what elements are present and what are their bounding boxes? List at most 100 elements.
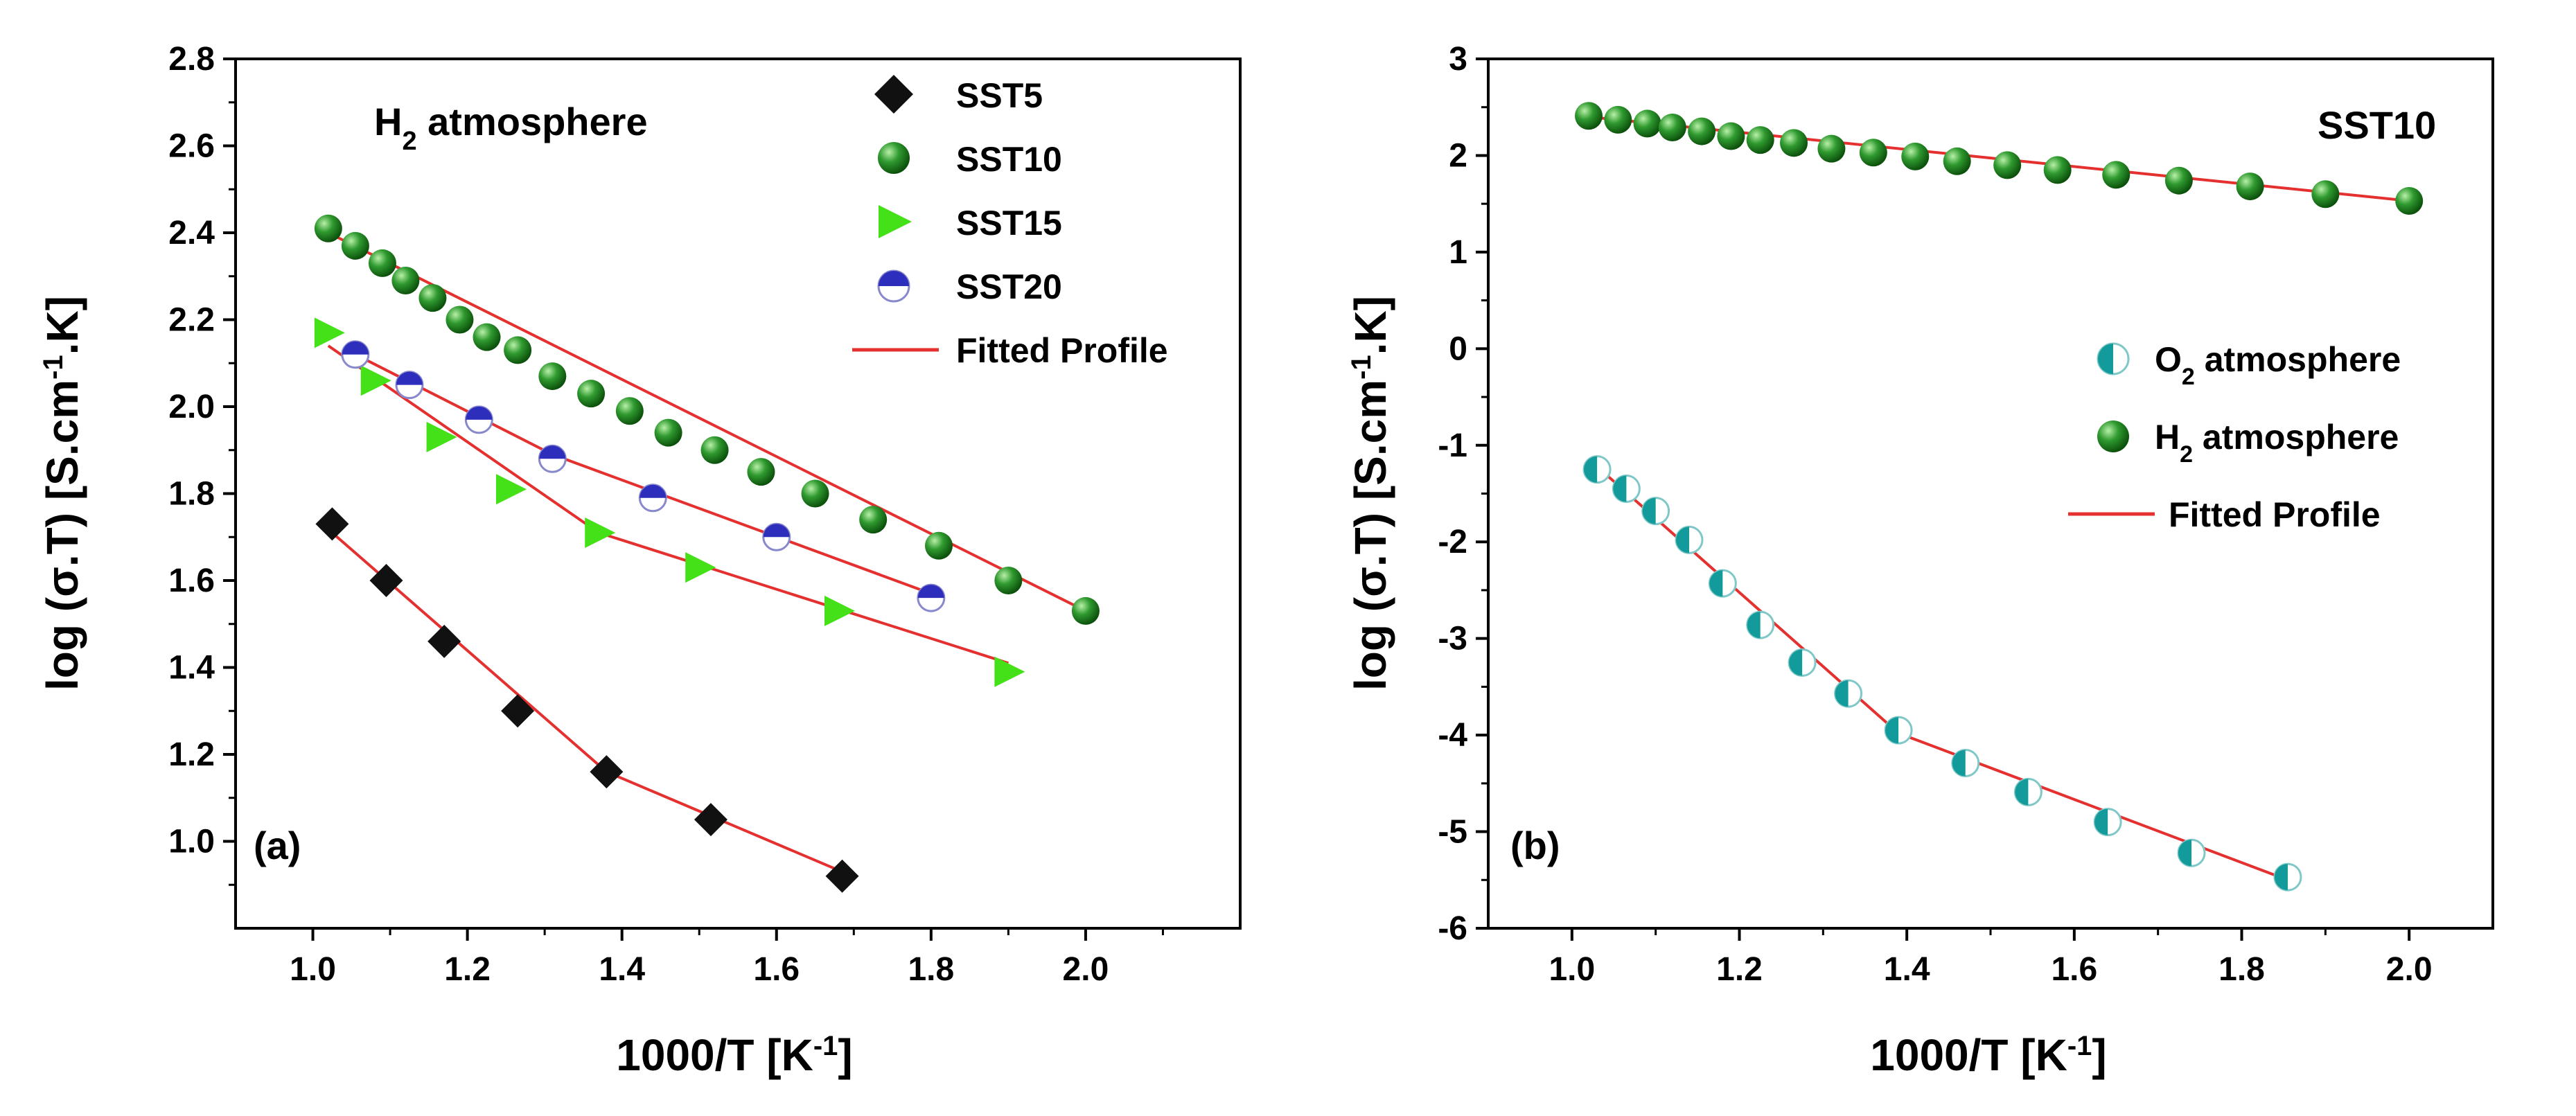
b-point-h2-atmosphere [1575,102,1603,130]
b-xtick-label: 2.0 [2386,951,2433,988]
legend-item-fit-a: Fitted Profile [852,331,1168,370]
a-point-sst20 [395,371,424,400]
a-point-sst10 [1071,596,1100,625]
a-point-sst15 [426,421,457,452]
b-point-o2-atmosphere [1582,455,1612,484]
legend-label-sst10: SST10 [956,140,1062,179]
b-point-o2-atmosphere [2093,808,2122,837]
a-point-sst10 [747,458,775,486]
axis-ticks-b: 1.0 1.2 1.4 1.6 1.8 2.0 -6 -5 -4 -3 -2 -1 0 1 2 3 [1438,41,2432,988]
b-ytick-label: -3 [1438,621,1467,657]
a-xtick-label: 1.2 [444,951,491,988]
a-point-sst10 [700,436,729,464]
a-xtick-label: 1.4 [599,951,645,988]
a-point-sst20 [917,583,946,612]
a-point-sst10 [418,284,447,312]
b-point-h2-atmosphere [2102,161,2131,189]
fit-lines-a [327,231,1086,874]
a-point-sst20 [762,522,791,551]
b-point-o2-atmosphere [2013,777,2043,806]
b-point-h2-atmosphere [2164,166,2193,195]
b-point-o2-atmosphere [1834,679,1863,708]
a-point-sst15 [824,595,855,626]
legend-marker-sst5 [874,75,913,114]
b-ytick-label: 1 [1449,234,1467,271]
legend-label-o2: O2 atmosphere [2155,340,2401,390]
a-point-sst10 [368,249,396,277]
data-markers-a [314,214,1100,893]
b-point-h2-atmosphere [1746,126,1774,154]
a-ytick-label: 2.6 [168,128,215,165]
b-point-o2-atmosphere [1746,610,1775,639]
a-point-sst10 [341,231,369,260]
a-point-sst5 [501,694,535,728]
legend-a: SST5 SST10 SST15 SST20 Fitted Profile [852,75,1168,370]
a-point-sst10 [654,418,682,447]
panel-a: 1.0 1.2 1.4 1.6 1.8 2.0 1.0 1.2 1.4 1.6 1.8 2.0 2.2 2… [37,41,1242,1080]
b-point-h2-atmosphere [1633,109,1661,138]
b-ytick-label: -2 [1438,524,1467,560]
b-ytick-label: 2 [1449,137,1467,174]
b-ytick-label: 3 [1449,41,1467,78]
b-ytick-label: -5 [1438,814,1467,851]
a-ytick-label: 1.6 [168,563,215,599]
b-point-h2-atmosphere [1901,142,1930,170]
a-point-sst10 [314,214,342,242]
b-xtick-label: 1.8 [2218,951,2265,988]
a-point-sst5 [427,624,461,658]
b-point-o2-atmosphere [1951,749,1980,778]
b-xtick-label: 1.2 [1716,951,1763,988]
a-point-sst5 [369,564,403,597]
data-markers-b [1575,102,2424,892]
y-axis-label-b: log (σ.T) [S.cm-1.K] [1346,296,1395,691]
a-point-sst10 [925,531,953,560]
b-xtick-label: 1.4 [1884,951,1930,988]
b-point-h2-atmosphere [1817,134,1846,163]
x-axis-label-a: 1000/T [K-1] [616,1030,852,1080]
b-point-h2-atmosphere [1780,129,1808,157]
b-point-h2-atmosphere [1993,151,2022,179]
b-ytick-label: -6 [1438,910,1467,947]
b-point-h2-atmosphere [1943,147,1971,175]
a-ytick-label: 2.2 [168,302,215,339]
axis-ticks-a: 1.0 1.2 1.4 1.6 1.8 2.0 1.0 1.2 1.4 1.6 1.8 2.0 2.2 2… [168,41,1164,988]
legend-item-sst15: SST15 [879,204,1062,242]
a-point-sst20 [341,340,370,369]
legend-item-sst5: SST5 [874,75,1043,115]
b-point-o2-atmosphere [2177,838,2206,867]
panel-label-b: (b) [1510,824,1560,867]
legend-label-sst15: SST15 [956,204,1062,242]
a-point-sst20 [538,444,567,473]
legend-item-h2: H2 atmosphere [2097,418,2399,468]
a-point-sst10 [391,267,420,295]
a-point-sst10 [504,336,532,364]
legend-item-sst20: SST20 [877,267,1062,306]
a-ytick-label: 1.0 [168,824,215,860]
b-point-h2-atmosphere [2395,186,2424,215]
b-point-h2-atmosphere [1604,105,1632,134]
a-ytick-label: 2.4 [168,215,215,251]
b-ytick-label: -1 [1438,427,1467,464]
b-xtick-label: 1.0 [1549,951,1595,988]
legend-marker-sst20-fill [879,271,909,286]
legend-item-fit-b: Fitted Profile [2068,495,2381,534]
b-point-o2-atmosphere [1884,716,1913,745]
b-point-o2-atmosphere [1612,475,1641,504]
b-point-h2-atmosphere [2311,180,2340,209]
a-xtick-label: 1.6 [753,951,800,988]
a-point-sst15 [314,317,345,348]
b-point-h2-atmosphere [2236,172,2264,201]
a-ytick-label: 1.4 [168,650,215,687]
panel-label-a: (a) [254,824,301,867]
b-point-o2-atmosphere [2273,862,2302,892]
a-ytick-label: 2.0 [168,389,215,425]
a-point-sst15 [994,656,1025,687]
a-xtick-label: 1.0 [290,951,336,988]
a-point-sst5 [315,507,349,541]
legend-marker-o2-fill [2098,344,2113,374]
a-point-sst10 [859,506,888,534]
b-point-o2-atmosphere [1708,569,1737,598]
a-point-sst15 [685,552,716,583]
a-point-sst15 [585,517,616,548]
